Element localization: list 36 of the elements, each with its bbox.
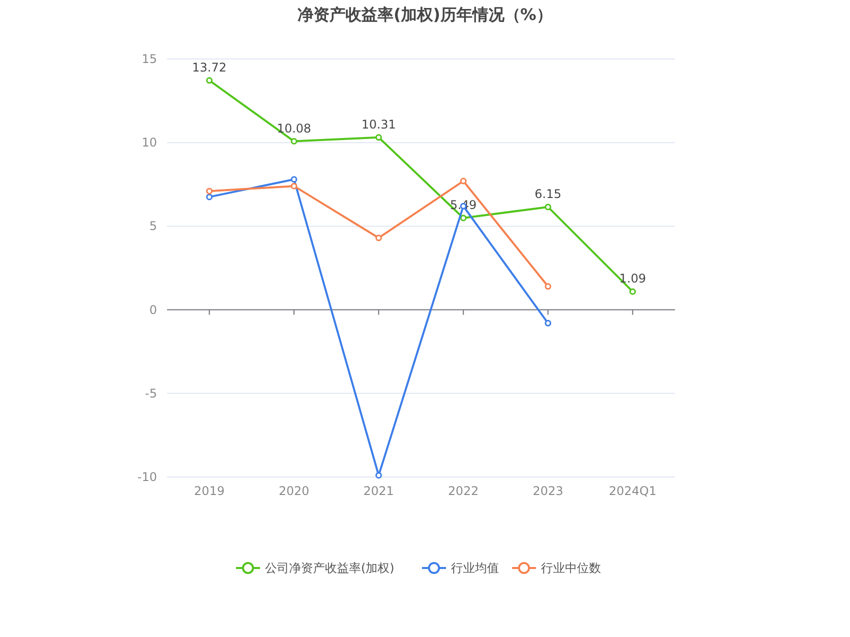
point [290, 182, 298, 190]
point [544, 283, 552, 290]
x-tick-label: 2020 [278, 484, 310, 498]
data-label: 13.72 [192, 60, 227, 74]
point [290, 176, 298, 183]
legend-label: 行业中位数 [541, 561, 601, 575]
x-tick-label: 2024Q1 [608, 484, 656, 498]
x-tick-label: 2021 [363, 484, 394, 498]
y-tick-label: 5 [149, 219, 157, 234]
y-tick-label: 0 [149, 302, 157, 317]
legend-label: 公司净资产收益率(加权) [265, 561, 394, 575]
y-tick-label: 15 [142, 52, 157, 66]
data-label: 10.31 [361, 117, 396, 132]
point [206, 188, 213, 194]
chart-title: 净资产收益率(加权)历年情况（%） [298, 5, 552, 24]
point [460, 178, 467, 184]
point [629, 288, 636, 295]
point [460, 214, 467, 222]
legend-label: 行业均值 [451, 561, 499, 575]
x-tick-label: 2023 [532, 484, 564, 498]
point [206, 77, 213, 84]
data-label: 1.09 [619, 272, 646, 286]
y-tick-label: -5 [145, 386, 157, 400]
data-label: 6.15 [534, 186, 562, 201]
point [544, 204, 552, 210]
point [206, 194, 213, 200]
point [375, 234, 382, 242]
point [290, 138, 298, 145]
point [375, 134, 382, 141]
x-tick-label: 2022 [448, 484, 479, 498]
point [375, 472, 382, 479]
data-label: 10.08 [276, 121, 312, 136]
x-tick-label: 2019 [194, 484, 225, 498]
y-tick-label: -10 [137, 470, 157, 484]
point [544, 320, 552, 326]
y-tick-label: 10 [142, 136, 157, 150]
